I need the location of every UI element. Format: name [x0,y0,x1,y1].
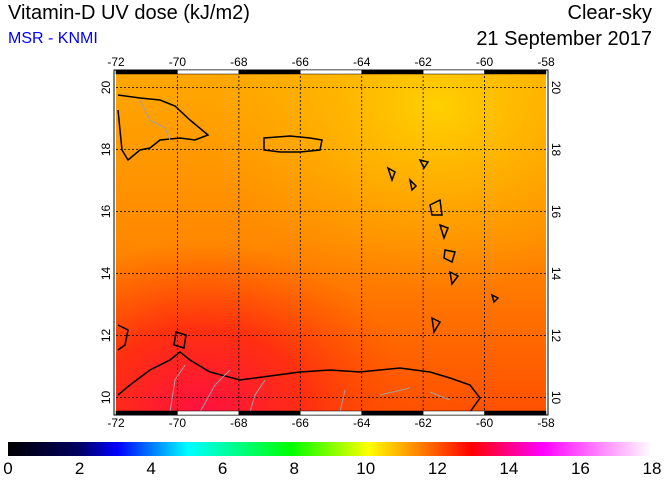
lon-label-top: -72 [107,55,125,69]
colorbar-tick-label: 14 [499,459,519,478]
lat-label-left: 12 [99,329,113,343]
lat-label-left: 16 [99,205,113,219]
frame-segment [115,410,178,416]
lon-label-bottom: -60 [476,416,494,430]
colorbar-tick-label: 0 [3,459,13,478]
lat-label-left: 14 [99,267,113,281]
frame-segment [422,69,485,75]
lon-label-bottom: -66 [292,416,310,430]
colorbar-tick-label: 10 [356,459,376,478]
lon-label-top: -66 [292,55,310,69]
coastlines [117,94,500,413]
map-title: Vitamin-D UV dose (kJ/m2) [8,2,250,24]
lat-label-right: 18 [549,143,563,157]
frame-segment [484,410,547,416]
lat-label-left: 20 [99,81,113,95]
frame-segment [177,410,240,416]
colorbar-tick-label: 12 [427,459,447,478]
lon-label-top: -58 [537,55,555,69]
lat-label-right: 14 [549,267,563,281]
frame-segment [177,69,240,75]
lon-label-bottom: -72 [107,416,125,430]
dose-field [116,72,546,413]
colorbar-tick-label: 8 [289,459,299,478]
graticule [116,72,546,413]
lon-label-top: -68 [230,55,248,69]
frame-segment [361,69,424,75]
map-frame [113,69,549,416]
colorbar [8,442,652,456]
lon-label-bottom: -68 [230,416,248,430]
frame-segment [422,410,485,416]
lat-label-right: 16 [549,205,563,219]
source-label: MSR - KNMI [8,30,98,47]
colorbar-tick-label: 4 [146,459,156,478]
lon-label-bottom: -70 [169,416,187,430]
lon-label-top: -60 [476,55,494,69]
lon-label-bottom: -58 [537,416,555,430]
frame-segment [115,69,178,75]
lon-label-top: -70 [169,55,187,69]
lon-label-top: -64 [353,55,371,69]
frame-segment [238,69,301,75]
frame-segment [300,69,362,75]
lat-label-right: 10 [549,391,563,405]
date-label: 21 September 2017 [476,28,652,50]
axis-labels: -72 -72 -70 -70 -68 -68 -66 -66 -64 -64 -62 -62 -60 -… [99,55,563,430]
lon-label-top: -62 [414,55,432,69]
lat-label-right: 12 [549,329,563,343]
colorbar-tick-label: 18 [642,459,662,478]
colorbar-tick-label: 16 [570,459,590,478]
colorbar-tick-label: 2 [74,459,85,478]
lat-label-left: 18 [99,143,113,157]
lon-label-bottom: -64 [353,416,371,430]
frame-segment [484,69,547,75]
frame-segment [300,410,362,416]
frame-segment [238,410,301,416]
lat-label-right: 20 [549,81,563,95]
lon-label-bottom: -62 [414,416,432,430]
borders [139,99,451,413]
frame-segment [361,410,424,416]
lat-label-left: 10 [99,391,113,405]
colorbar-tick-label: 6 [217,459,228,478]
sky-condition-label: Clear-sky [567,2,652,24]
